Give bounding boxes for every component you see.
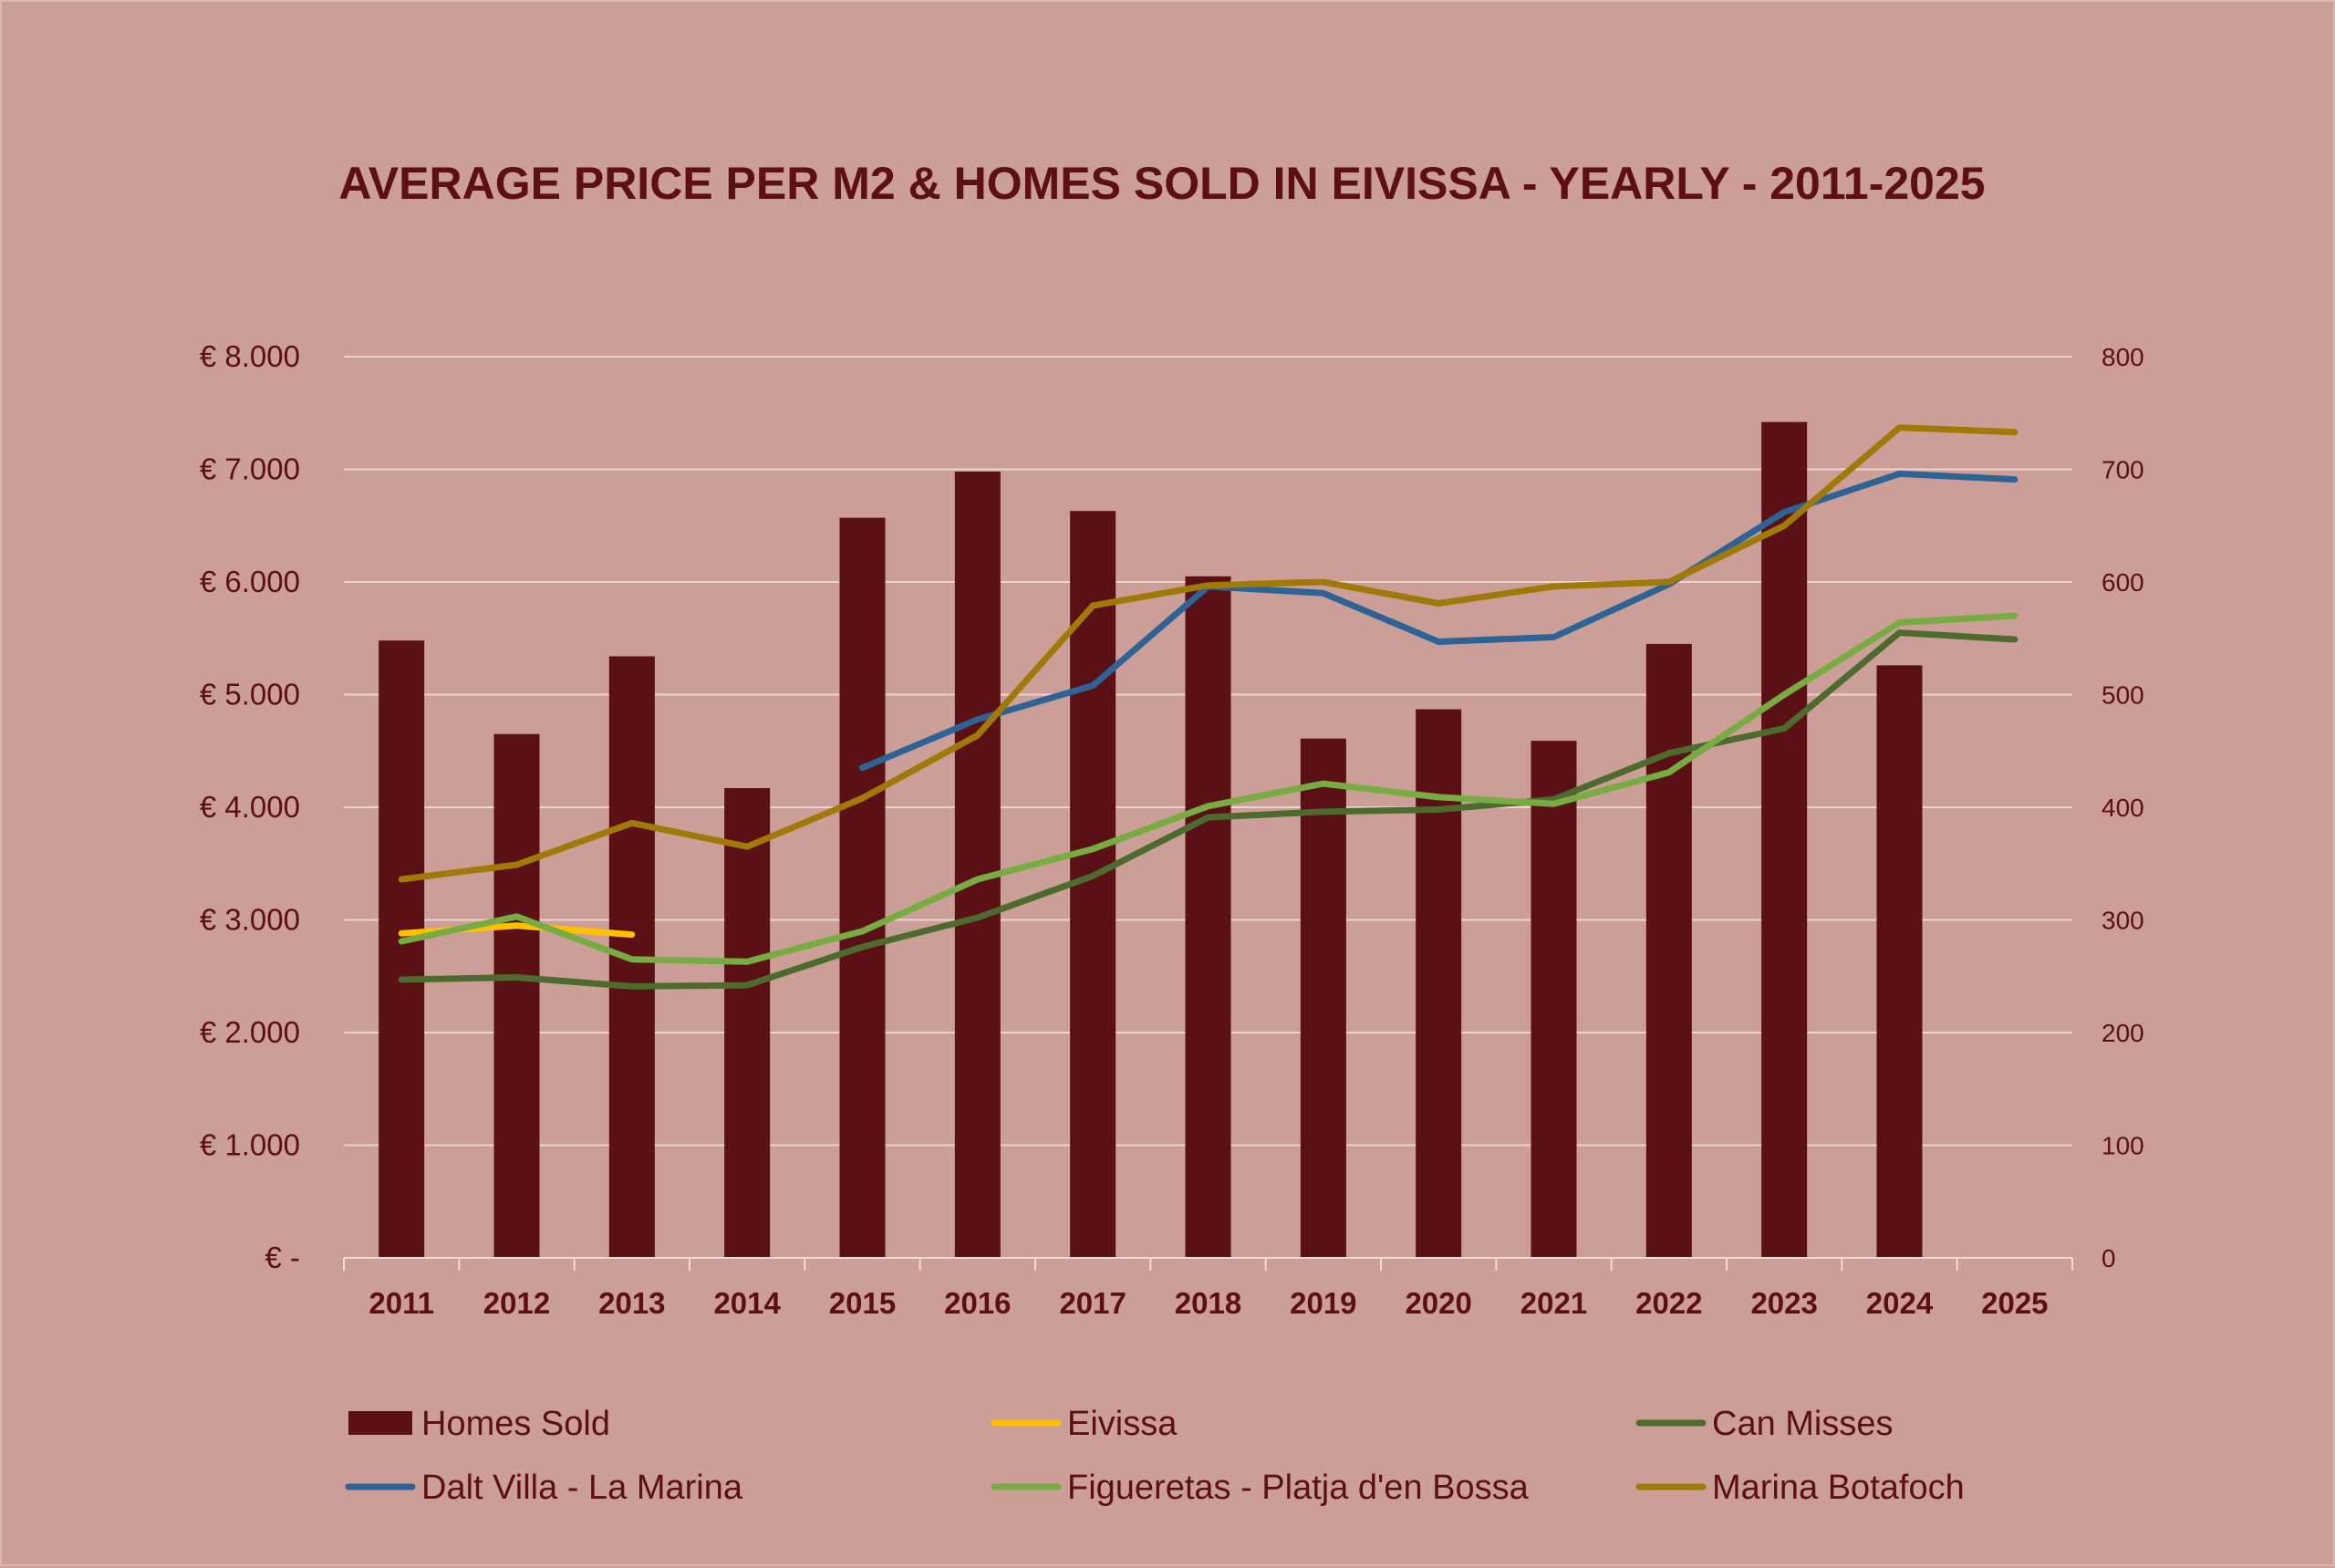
- x-tick-label: 2013: [598, 1286, 665, 1320]
- legend-swatch-bar: [348, 1411, 412, 1435]
- bar-homes-sold: [1876, 665, 1923, 1258]
- x-tick-label: 2012: [483, 1286, 550, 1320]
- bars-group: [379, 421, 1923, 1258]
- x-tick-label: 2024: [1866, 1286, 1934, 1320]
- x-tick-label: 2023: [1750, 1286, 1817, 1320]
- x-tick-label: 2015: [829, 1286, 896, 1320]
- x-tick-label: 2021: [1520, 1286, 1587, 1320]
- legend-item: Dalt Villa - La Marina: [345, 1469, 743, 1507]
- x-tick-label: 2016: [944, 1286, 1011, 1320]
- x-tick-label: 2011: [368, 1286, 434, 1320]
- legend-item: Figueretas - Platja d'en Bossa: [991, 1469, 1530, 1507]
- bar-homes-sold: [1416, 709, 1462, 1258]
- legend-item: Marina Botafoch: [1635, 1469, 1965, 1507]
- series-line-can-misses: [398, 629, 2018, 990]
- bar-homes-sold: [724, 788, 771, 1258]
- bar-homes-sold: [1645, 643, 1692, 1258]
- y-right-tick-label: 800: [2102, 343, 2144, 371]
- y-right-tick-label: 100: [2102, 1132, 2144, 1160]
- legend-label: Homes Sold: [421, 1405, 610, 1443]
- x-tick-label: 2025: [1981, 1286, 2048, 1320]
- legend-item: Can Misses: [1635, 1405, 1894, 1443]
- series-line-marina-botafoch: [398, 424, 2018, 883]
- y-right-tick-label: 0: [2102, 1244, 2116, 1272]
- x-tick-label: 2022: [1635, 1286, 1702, 1320]
- y-right-tick-label: 600: [2102, 568, 2144, 597]
- x-tick-label: 2018: [1175, 1286, 1241, 1320]
- y-left-tick-label: € 4.000: [200, 790, 300, 824]
- legend-label: Marina Botafoch: [1712, 1469, 1965, 1507]
- x-tick-label: 2014: [713, 1286, 781, 1320]
- y-left-tick-label: € 3.000: [200, 903, 300, 937]
- y-right-tick-label: 500: [2102, 681, 2144, 710]
- bar-homes-sold: [379, 640, 425, 1258]
- bar-homes-sold: [493, 733, 540, 1258]
- y-right-tick-label: 400: [2102, 794, 2144, 822]
- bar-homes-sold: [954, 471, 1001, 1258]
- lines-group: [398, 424, 2018, 990]
- legend-label: Eivissa: [1067, 1405, 1178, 1443]
- series-line-dalt-villa-la-marina: [859, 470, 2018, 772]
- axes: € - € 1.000 € 2.000 € 3.000 € 4.000 € 5.000 € …: [200, 339, 2144, 1320]
- bar-homes-sold: [1185, 576, 1231, 1258]
- x-tick-label: 2020: [1405, 1286, 1471, 1320]
- y-left-tick-label: € 7.000: [200, 452, 300, 486]
- legend-item: Eivissa: [991, 1405, 1178, 1443]
- y-left-tick-label: € -: [265, 1241, 300, 1274]
- y-right-tick-label: 700: [2102, 456, 2144, 484]
- legend: Homes Sold Eivissa Can Misses Dalt Villa - …: [345, 1405, 1965, 1507]
- series-line-figueretas-platja-d-en-bossa: [398, 612, 2018, 965]
- bar-homes-sold: [1531, 741, 1577, 1258]
- y-left-tick-label: € 5.000: [200, 678, 300, 711]
- y-left-tick-label: € 8.000: [200, 339, 300, 373]
- legend-label: Can Misses: [1712, 1405, 1894, 1443]
- legend-label: Figueretas - Platja d'en Bossa: [1067, 1469, 1530, 1507]
- legend-label: Dalt Villa - La Marina: [421, 1469, 743, 1507]
- x-tick-label: 2019: [1290, 1286, 1356, 1320]
- bar-homes-sold: [1761, 421, 1808, 1258]
- legend-item: Homes Sold: [348, 1405, 610, 1443]
- y-right-tick-label: 200: [2102, 1019, 2144, 1047]
- y-left-tick-label: € 1.000: [200, 1128, 300, 1162]
- y-left-tick-label: € 2.000: [200, 1015, 300, 1049]
- chart-title: AVERAGE PRICE PER M2 & HOMES SOLD IN EIV…: [338, 158, 1985, 209]
- bar-homes-sold: [839, 517, 886, 1258]
- y-left-tick-label: € 6.000: [200, 565, 300, 598]
- y-right-tick-label: 300: [2102, 907, 2144, 935]
- bar-homes-sold: [1300, 738, 1346, 1258]
- x-tick-label: 2017: [1059, 1286, 1126, 1320]
